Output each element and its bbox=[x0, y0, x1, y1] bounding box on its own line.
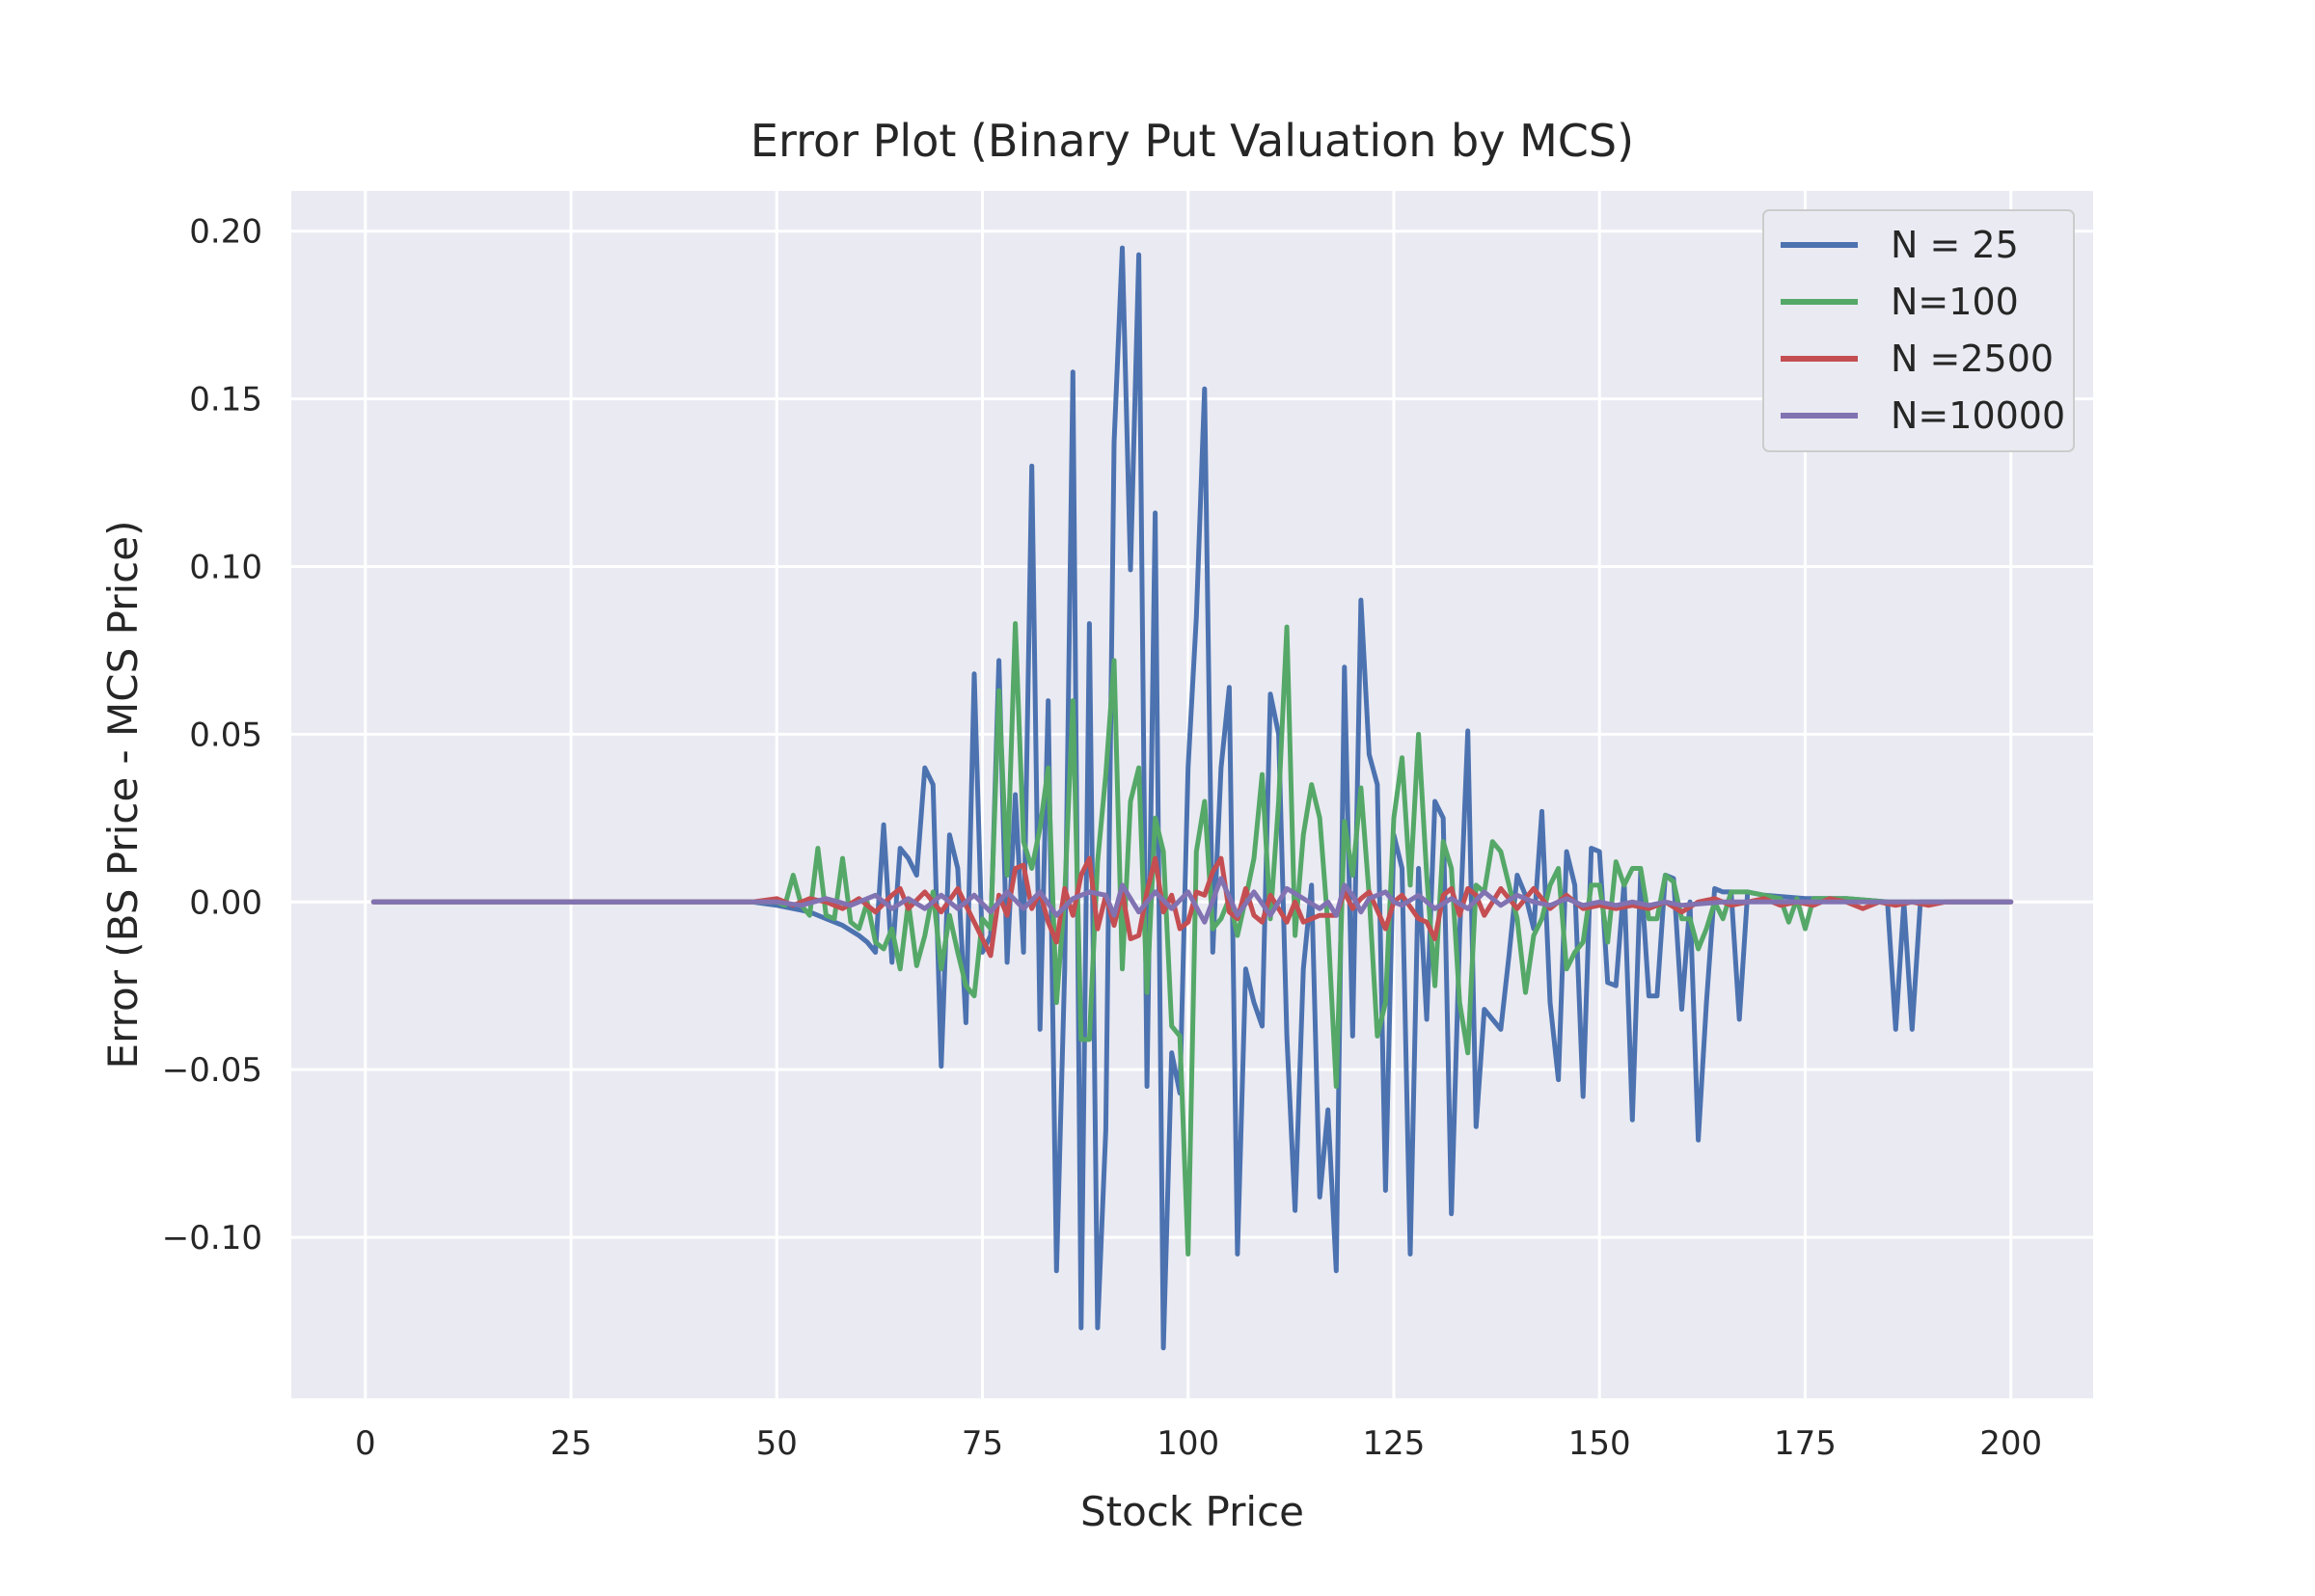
y-tick-label: 0.05 bbox=[189, 716, 262, 754]
x-tick-label: 175 bbox=[1774, 1424, 1837, 1463]
series-line-4 bbox=[370, 876, 2014, 925]
x-tick-labels: 0 25 50 75 100 125 150 175 200 bbox=[355, 1424, 2042, 1463]
y-tick-label: −0.05 bbox=[162, 1051, 262, 1090]
y-tick-label: −0.10 bbox=[162, 1219, 262, 1258]
y-tick-labels: −0.10 −0.05 0.00 0.05 0.10 0.15 0.20 bbox=[162, 213, 262, 1258]
x-axis-label: Stock Price bbox=[1080, 1488, 1304, 1535]
x-tick-label: 125 bbox=[1363, 1424, 1426, 1463]
x-tick-label: 50 bbox=[756, 1424, 798, 1463]
series-lines bbox=[370, 245, 2014, 1351]
legend-label: N=10000 bbox=[1891, 394, 2065, 437]
series-line-1 bbox=[370, 245, 2014, 1351]
x-tick-label: 75 bbox=[962, 1424, 1003, 1463]
y-tick-label: 0.00 bbox=[189, 883, 262, 922]
x-tick-label: 25 bbox=[550, 1424, 591, 1463]
chart-title: Error Plot (Binary Put Valuation by MCS) bbox=[750, 115, 1634, 167]
legend-label: N=100 bbox=[1891, 281, 2019, 323]
y-tick-label: 0.15 bbox=[189, 381, 262, 419]
y-tick-label: 0.10 bbox=[189, 549, 262, 587]
series-line-2 bbox=[370, 621, 2014, 1257]
y-axis-label: Error (BS Price - MCS Price) bbox=[99, 521, 147, 1069]
legend-label: N =2500 bbox=[1891, 338, 2054, 380]
x-tick-label: 200 bbox=[1979, 1424, 2042, 1463]
legend-label: N = 25 bbox=[1891, 224, 2019, 266]
x-tick-label: 0 bbox=[355, 1424, 376, 1463]
legend-frame bbox=[1762, 209, 2075, 452]
y-tick-label: 0.20 bbox=[189, 213, 262, 252]
legend: N = 25 N=100 N =2500 N=10000 bbox=[1762, 209, 2075, 452]
x-tick-label: 100 bbox=[1157, 1424, 1219, 1463]
x-tick-label: 150 bbox=[1568, 1424, 1631, 1463]
